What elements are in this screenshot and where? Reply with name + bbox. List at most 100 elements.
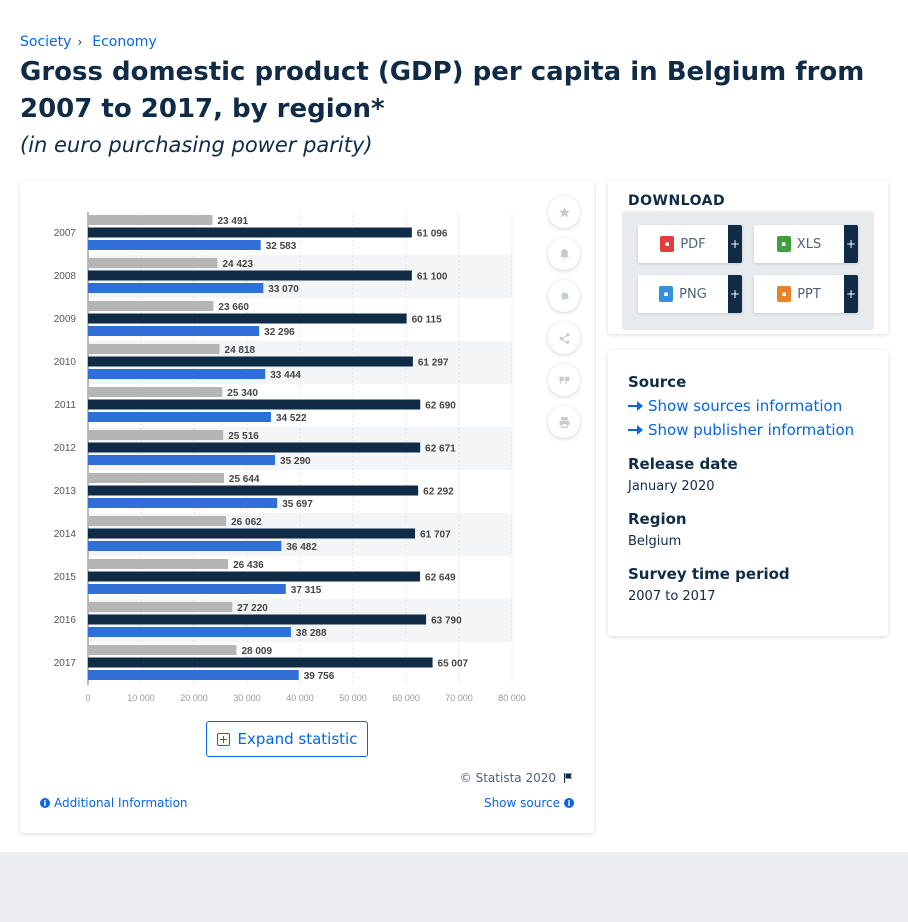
chart-card: 0 10 000 20 000 30 000 40 000 50 000 60 000 70 … [20, 181, 594, 833]
bar-value-label: 33 444 [270, 370, 301, 381]
bar [88, 227, 412, 238]
bar-value-label: 63 790 [431, 616, 462, 627]
show-sources-label: Show sources information [648, 397, 843, 415]
bar [88, 455, 276, 465]
bar [88, 215, 213, 225]
copyright-text: © Statista 2020 [459, 771, 556, 785]
download-ppt-plus[interactable]: + [844, 275, 858, 313]
bar-value-label: 32 296 [264, 327, 295, 338]
year-label: 2011 [54, 400, 76, 411]
bar-value-label: 65 007 [438, 659, 469, 670]
download-ppt-button[interactable]: ▪ PPT + [754, 275, 858, 313]
download-heading: DOWNLOAD [628, 193, 726, 209]
x-tick-label: 20 000 [180, 693, 208, 703]
bar [88, 602, 233, 612]
download-ppt-label: PPT [797, 286, 821, 302]
expand-statistic-label: Expand statistic [237, 730, 358, 748]
print-button[interactable] [548, 406, 580, 438]
pdf-file-icon: ▪ [660, 236, 675, 252]
show-publisher-label: Show publisher information [648, 421, 855, 439]
year-label: 2009 [54, 314, 77, 325]
page-subtitle: (in euro purchasing power parity) [20, 133, 373, 157]
x-tick-label: 10 000 [127, 693, 155, 703]
info-icon: i [40, 798, 50, 808]
bar [88, 442, 421, 453]
bar-value-label: 23 660 [218, 302, 249, 313]
breadcrumb-society[interactable]: Society [20, 34, 72, 50]
arrow-right-icon [628, 401, 643, 411]
cite-button[interactable] [548, 364, 580, 396]
year-label: 2013 [54, 486, 77, 497]
notification-button[interactable] [548, 238, 580, 270]
gear-icon [560, 291, 569, 300]
download-xls-button[interactable]: ▪ XLS + [754, 225, 858, 263]
bar-value-label: 62 292 [423, 487, 454, 498]
bar [88, 412, 271, 422]
bar [88, 584, 286, 594]
x-tick-label: 0 [85, 693, 90, 703]
bar [88, 356, 413, 367]
xls-file-icon: ▪ [776, 236, 791, 252]
bar-value-label: 25 340 [227, 388, 258, 399]
x-tick-label: 60 000 [392, 693, 420, 703]
bar-value-label: 62 671 [425, 444, 456, 455]
bar [88, 258, 218, 268]
flag-icon[interactable] [562, 772, 574, 784]
breadcrumb-economy[interactable]: Economy [92, 34, 157, 50]
bell-icon [559, 248, 569, 259]
bar-value-label: 33 070 [268, 284, 299, 295]
info-card: Source Show sources information Show pub… [608, 350, 888, 636]
year-label: 2010 [54, 357, 77, 368]
bar-value-label: 62 690 [425, 401, 456, 412]
bar [88, 614, 427, 625]
download-buttons-area: ▪ PDF + ▪ XLS + ▪ PNG + ▪ PPT + [622, 211, 874, 330]
download-pdf-label: PDF [680, 236, 706, 252]
bar [88, 344, 220, 354]
share-icon [559, 332, 569, 344]
show-source-link[interactable]: Show source i [484, 796, 574, 810]
show-publisher-link[interactable]: Show publisher information [628, 421, 854, 439]
settings-button[interactable] [548, 280, 580, 312]
expand-statistic-button[interactable]: Expand statistic [206, 721, 368, 757]
quote-icon [559, 376, 569, 384]
download-png-plus[interactable]: + [728, 275, 742, 313]
bar-value-label: 35 697 [282, 499, 313, 510]
download-pdf-plus[interactable]: + [728, 225, 742, 263]
bar-value-label: 24 818 [225, 345, 256, 356]
source-label: Source [628, 373, 687, 391]
download-xls-plus[interactable]: + [844, 225, 858, 263]
download-png-button[interactable]: ▪ PNG + [638, 275, 742, 313]
show-sources-link[interactable]: Show sources information [628, 397, 842, 415]
bar [88, 240, 261, 250]
year-label: 2016 [54, 615, 77, 626]
bar-value-label: 28 009 [241, 646, 272, 657]
png-file-icon: ▪ [659, 286, 674, 302]
x-tick-label: 40 000 [286, 693, 314, 703]
bar-value-label: 62 649 [425, 573, 456, 584]
bar-value-label: 61 100 [417, 272, 448, 283]
arrow-right-icon [628, 425, 643, 435]
bar-value-label: 60 115 [412, 315, 442, 326]
x-tick-label: 30 000 [233, 693, 261, 703]
year-label: 2015 [54, 572, 77, 583]
bar [88, 541, 282, 551]
additional-information-link[interactable]: i Additional Information [40, 796, 188, 810]
year-label: 2017 [54, 658, 77, 669]
bar-value-label: 25 644 [229, 474, 260, 485]
expand-icon [216, 732, 230, 746]
bar [88, 485, 419, 496]
download-png-label: PNG [679, 286, 707, 302]
bar [88, 313, 407, 324]
year-label: 2008 [54, 271, 77, 282]
survey-period-label: Survey time period [628, 565, 790, 583]
share-button[interactable] [548, 322, 580, 354]
copyright: © Statista 2020 [460, 771, 574, 785]
footer-band [0, 852, 908, 922]
survey-period-value: 2007 to 2017 [628, 589, 716, 604]
favorite-button[interactable] [548, 196, 580, 228]
bar [88, 670, 299, 680]
download-pdf-button[interactable]: ▪ PDF + [638, 225, 742, 263]
bar-value-label: 26 436 [233, 560, 264, 571]
chart-toolbar [548, 196, 580, 448]
bar-value-label: 61 707 [420, 530, 451, 541]
